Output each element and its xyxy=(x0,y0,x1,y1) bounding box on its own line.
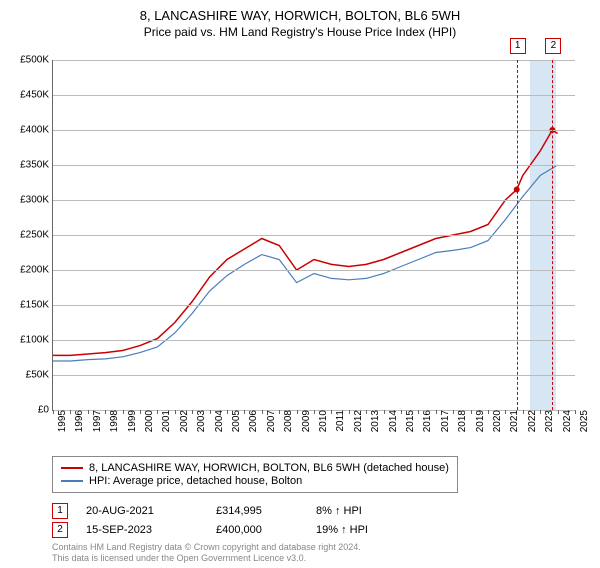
y-axis-label: £250K xyxy=(20,230,53,241)
x-axis-label: 2022 xyxy=(523,410,538,432)
transaction-pct: 19% ↑ HPI xyxy=(316,524,396,536)
transaction-date: 20-AUG-2021 xyxy=(86,505,216,517)
chart-marker: 2 xyxy=(545,38,561,54)
x-axis-label: 2017 xyxy=(436,410,451,432)
chart-plot-area: £0£50K£100K£150K£200K£250K£300K£350K£400… xyxy=(52,60,575,411)
y-axis-label: £500K xyxy=(20,55,53,66)
x-axis-label: 2010 xyxy=(314,410,329,432)
y-axis-label: £450K xyxy=(20,90,53,101)
x-axis-label: 2019 xyxy=(471,410,486,432)
legend-label: HPI: Average price, detached house, Bolt… xyxy=(89,475,302,487)
x-axis-label: 2012 xyxy=(349,410,364,432)
transaction-marker: 1 xyxy=(52,503,68,519)
x-axis-label: 2000 xyxy=(140,410,155,432)
legend: 8, LANCASHIRE WAY, HORWICH, BOLTON, BL6 … xyxy=(52,456,458,493)
x-axis-label: 1995 xyxy=(53,410,68,432)
x-axis-label: 2023 xyxy=(540,410,555,432)
x-axis-label: 2018 xyxy=(453,410,468,432)
x-axis-label: 2008 xyxy=(279,410,294,432)
y-axis-label: £150K xyxy=(20,300,53,311)
chart-subtitle: Price paid vs. HM Land Registry's House … xyxy=(0,25,600,39)
y-axis-label: £400K xyxy=(20,125,53,136)
y-axis-label: £350K xyxy=(20,160,53,171)
x-axis-label: 1997 xyxy=(88,410,103,432)
x-axis-label: 1998 xyxy=(105,410,120,432)
x-axis-label: 2002 xyxy=(175,410,190,432)
x-axis-label: 2009 xyxy=(297,410,312,432)
x-axis-label: 2003 xyxy=(192,410,207,432)
transaction-marker: 2 xyxy=(52,522,68,538)
transaction-pct: 8% ↑ HPI xyxy=(316,505,396,517)
x-axis-label: 1996 xyxy=(70,410,85,432)
x-axis-label: 2011 xyxy=(331,410,346,432)
transaction-row: 1 20-AUG-2021 £314,995 8% ↑ HPI xyxy=(52,503,396,519)
x-axis-label: 2020 xyxy=(488,410,503,432)
x-axis-label: 2004 xyxy=(210,410,225,432)
legend-label: 8, LANCASHIRE WAY, HORWICH, BOLTON, BL6 … xyxy=(89,462,449,474)
transaction-date: 15-SEP-2023 xyxy=(86,524,216,536)
transaction-price: £314,995 xyxy=(216,505,316,517)
y-axis-label: £0 xyxy=(38,405,53,416)
x-axis-label: 2021 xyxy=(505,410,520,432)
x-axis-label: 2025 xyxy=(575,410,590,432)
y-axis-label: £300K xyxy=(20,195,53,206)
x-axis-label: 2006 xyxy=(244,410,259,432)
x-axis-label: 2016 xyxy=(418,410,433,432)
marker-vline xyxy=(552,60,553,410)
transaction-table: 1 20-AUG-2021 £314,995 8% ↑ HPI 2 15-SEP… xyxy=(52,500,396,541)
x-axis-label: 2005 xyxy=(227,410,242,432)
legend-swatch xyxy=(61,480,83,482)
x-axis-label: 1999 xyxy=(123,410,138,432)
x-axis-label: 2001 xyxy=(157,410,172,432)
chart-title: 8, LANCASHIRE WAY, HORWICH, BOLTON, BL6 … xyxy=(0,8,600,23)
x-axis-label: 2024 xyxy=(558,410,573,432)
y-axis-label: £200K xyxy=(20,265,53,276)
footer-line: Contains HM Land Registry data © Crown c… xyxy=(52,542,361,553)
x-axis-label: 2007 xyxy=(262,410,277,432)
legend-swatch xyxy=(61,467,83,469)
chart-marker: 1 xyxy=(510,38,526,54)
x-axis-label: 2015 xyxy=(401,410,416,432)
footer-line: This data is licensed under the Open Gov… xyxy=(52,553,361,564)
legend-item: 8, LANCASHIRE WAY, HORWICH, BOLTON, BL6 … xyxy=(61,462,449,474)
x-axis-label: 2013 xyxy=(366,410,381,432)
legend-item: HPI: Average price, detached house, Bolt… xyxy=(61,475,449,487)
y-axis-label: £50K xyxy=(26,370,53,381)
transaction-price: £400,000 xyxy=(216,524,316,536)
y-axis-label: £100K xyxy=(20,335,53,346)
series-line xyxy=(53,165,558,361)
x-axis-label: 2014 xyxy=(384,410,399,432)
footer: Contains HM Land Registry data © Crown c… xyxy=(52,542,361,564)
transaction-row: 2 15-SEP-2023 £400,000 19% ↑ HPI xyxy=(52,522,396,538)
marker-vline xyxy=(517,60,518,410)
